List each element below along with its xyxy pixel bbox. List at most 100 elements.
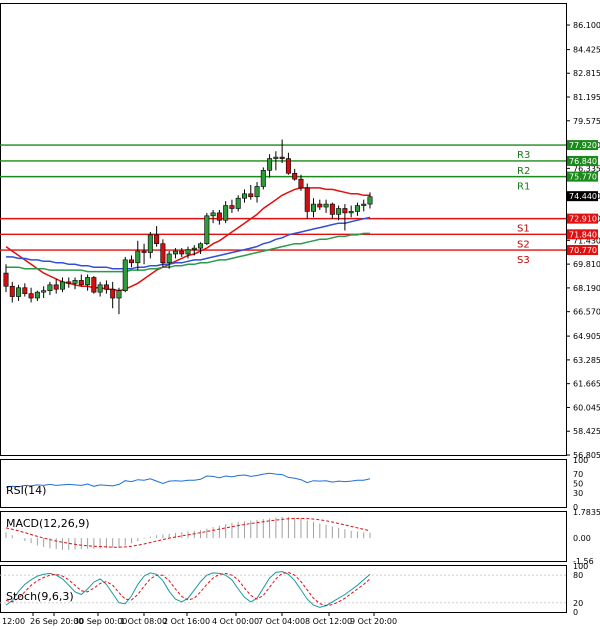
macd-tick-label-0: 1.7835: [573, 508, 600, 517]
candle-31: [198, 242, 204, 254]
current-price-badge: [567, 191, 598, 202]
time-tick-label-8: 9 Oct 20:00: [350, 617, 397, 626]
candle-51: [323, 199, 329, 213]
candle-body: [172, 250, 178, 255]
rsi-tick-label-2: 50: [573, 480, 583, 489]
candle-body: [191, 247, 197, 250]
macd-plot: [5, 516, 371, 550]
candle-body: [210, 212, 216, 217]
candle-21: [135, 240, 141, 271]
candle-body: [34, 291, 40, 299]
candle-body: [323, 203, 329, 208]
level-badge-text-s2: 71.840: [569, 230, 597, 239]
rsi-title: RSI(14): [6, 484, 46, 497]
candle-19: [122, 256, 128, 293]
candle-48: [304, 183, 310, 219]
candle-body: [72, 280, 78, 284]
candle-body: [97, 284, 103, 293]
candle-body: [235, 197, 241, 209]
candle-body: [141, 250, 147, 253]
price-tick-label-13: 64.905: [573, 332, 600, 341]
candle-16: [103, 280, 109, 294]
price-tick-label-2: 82.815: [573, 69, 600, 78]
candle-body: [248, 193, 254, 198]
level-badge-text-r2: 76.840: [569, 157, 597, 166]
candle-body: [317, 203, 323, 208]
candle-body: [267, 158, 273, 171]
candle-7: [47, 281, 53, 296]
pivot-levels: R3 R2 R1 S1 S2 S3: [0, 144, 566, 266]
candle-13: [85, 274, 91, 291]
rsi-line-0: [5, 472, 371, 488]
level-badge-r2: [567, 155, 598, 166]
candle-body: [110, 288, 116, 299]
candle-body: [66, 281, 72, 284]
price-tick-label-10: 69.810: [573, 260, 600, 269]
candle-body: [147, 234, 153, 253]
candle-body: [361, 203, 367, 206]
candle-body: [216, 212, 222, 221]
time-tick-label-3: 1 Oct 08:00: [120, 617, 167, 626]
candle-14: [91, 276, 97, 294]
candle-0: [3, 264, 9, 293]
candle-11: [72, 277, 78, 290]
moving-average-1: [6, 216, 371, 270]
candle-body: [122, 259, 128, 291]
candle-47: [298, 174, 304, 191]
level-name-r3: R3: [517, 150, 530, 161]
time-tick-label-5: 4 Oct 00:00: [212, 617, 259, 626]
candle-42: [267, 154, 273, 178]
level-badge-r1: [567, 171, 598, 182]
time-tick-label-1: 26 Sep 20:00: [30, 617, 83, 626]
candlesticks: [3, 139, 373, 315]
stoch-tick-label-0: 100: [573, 562, 588, 571]
candle-39: [248, 185, 254, 200]
candle-9: [59, 277, 65, 293]
rsi-tick-label-1: 70: [573, 470, 583, 479]
level-badge-text-s1: 72.910: [569, 215, 597, 224]
candle-body: [223, 205, 229, 221]
candle-body: [292, 172, 298, 180]
price-tick-label-1: 84.425: [573, 46, 600, 55]
candle-body: [342, 208, 348, 214]
macd-panel[interactable]: 1.7835 0.00 -1.56 MACD(12,26,9): [0, 508, 600, 566]
candle-body: [3, 272, 9, 287]
candle-body: [185, 249, 191, 255]
candle-24: [154, 226, 160, 247]
candle-55: [348, 205, 354, 218]
candle-body: [279, 156, 285, 159]
candle-body: [298, 178, 304, 189]
macd-signal-line: [5, 517, 371, 548]
candle-body: [85, 277, 91, 286]
candle-56: [354, 202, 360, 216]
price-tick-label-0: 86.100: [573, 21, 600, 30]
price-tick-label-11: 68.190: [573, 284, 600, 293]
candle-17: [110, 281, 116, 309]
candle-body: [304, 187, 310, 212]
stoch-tick-label-3: 0: [573, 608, 578, 617]
price-tick-label-15: 61.665: [573, 380, 600, 389]
candle-body: [154, 234, 160, 245]
candle-1: [9, 281, 15, 303]
time-tick-label-6: 7 Oct 04:00: [258, 617, 305, 626]
candle-body: [285, 158, 291, 174]
rsi-tick-label-3: 30: [573, 489, 583, 498]
macd-axis: 1.7835 0.00 -1.56: [573, 508, 600, 566]
level-badge-text-r1: 75.770: [569, 173, 597, 182]
candle-body: [166, 253, 172, 264]
candle-body: [311, 203, 317, 212]
candle-36: [229, 199, 235, 213]
price-tick-label-14: 63.285: [573, 356, 600, 365]
level-name-s2: S2: [517, 239, 530, 250]
macd-tick-label-1: 0.00: [573, 534, 591, 543]
candle-35: [223, 201, 229, 224]
time-tick-label-0: 12:00: [2, 617, 25, 626]
candle-body: [22, 287, 28, 294]
price-panel[interactable]: R3 R2 R1 S1 S2 S3 86.100 84.425 82.815 81.195 79.…: [0, 3, 600, 461]
stoch-tick-label-2: 20: [573, 599, 583, 608]
